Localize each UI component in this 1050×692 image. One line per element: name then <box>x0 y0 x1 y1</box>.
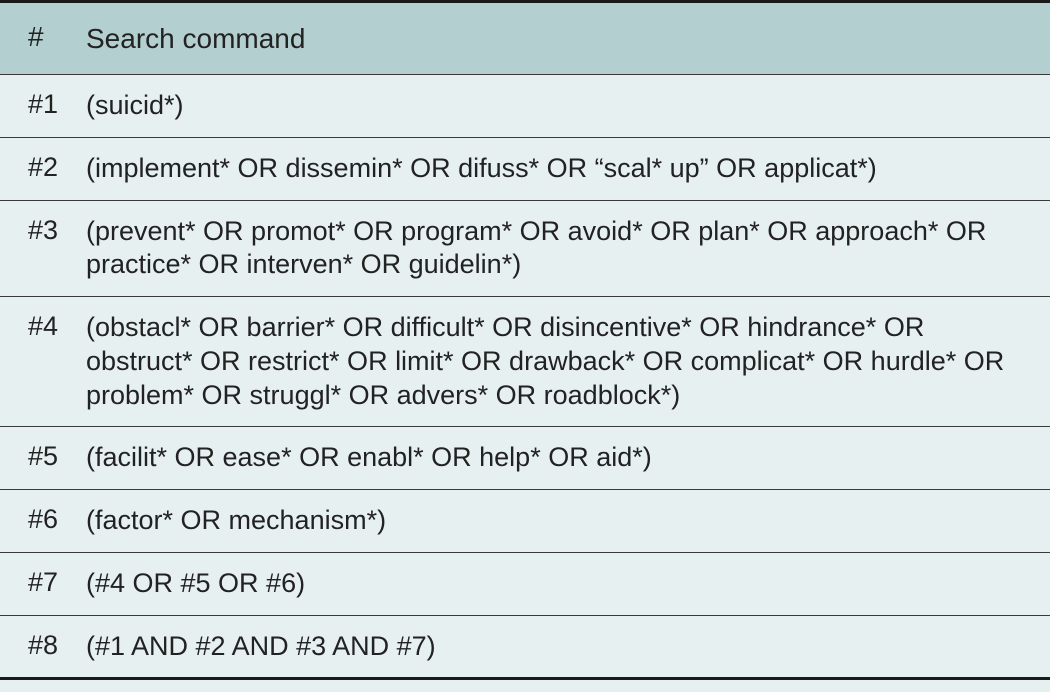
header-cmd: Search command <box>86 3 1050 74</box>
row-cmd: (facilit* OR ease* OR enabl* OR help* OR… <box>86 427 1050 489</box>
row-num: #3 <box>0 201 86 260</box>
table-row: #1 (suicid*) <box>0 75 1050 138</box>
row-num: #8 <box>0 616 86 675</box>
row-cmd: (#4 OR #5 OR #6) <box>86 553 1050 615</box>
row-cmd: (obstacl* OR barrier* OR difficult* OR d… <box>86 297 1050 426</box>
row-num: #2 <box>0 138 86 197</box>
table-header-row: # Search command <box>0 0 1050 75</box>
table-row: #6 (factor* OR mechanism*) <box>0 490 1050 553</box>
row-cmd: (factor* OR mechanism*) <box>86 490 1050 552</box>
table-row: #7 (#4 OR #5 OR #6) <box>0 553 1050 616</box>
table-row: #8 (#1 AND #2 AND #3 AND #7) <box>0 616 1050 681</box>
row-cmd: (prevent* OR promot* OR program* OR avoi… <box>86 201 1050 297</box>
row-cmd: (implement* OR dissemin* OR difuss* OR “… <box>86 138 1050 200</box>
header-num: # <box>0 3 86 71</box>
table-row: #5 (facilit* OR ease* OR enabl* OR help*… <box>0 427 1050 490</box>
row-num: #7 <box>0 553 86 612</box>
table-row: #2 (implement* OR dissemin* OR difuss* O… <box>0 138 1050 201</box>
table-row: #4 (obstacl* OR barrier* OR difficult* O… <box>0 297 1050 427</box>
table-row: #3 (prevent* OR promot* OR program* OR a… <box>0 201 1050 298</box>
row-cmd: (suicid*) <box>86 75 1050 137</box>
search-strategy-table: # Search command #1 (suicid*) #2 (implem… <box>0 0 1050 680</box>
row-num: #4 <box>0 297 86 356</box>
row-num: #5 <box>0 427 86 486</box>
row-cmd: (#1 AND #2 AND #3 AND #7) <box>86 616 1050 678</box>
row-num: #1 <box>0 75 86 134</box>
row-num: #6 <box>0 490 86 549</box>
